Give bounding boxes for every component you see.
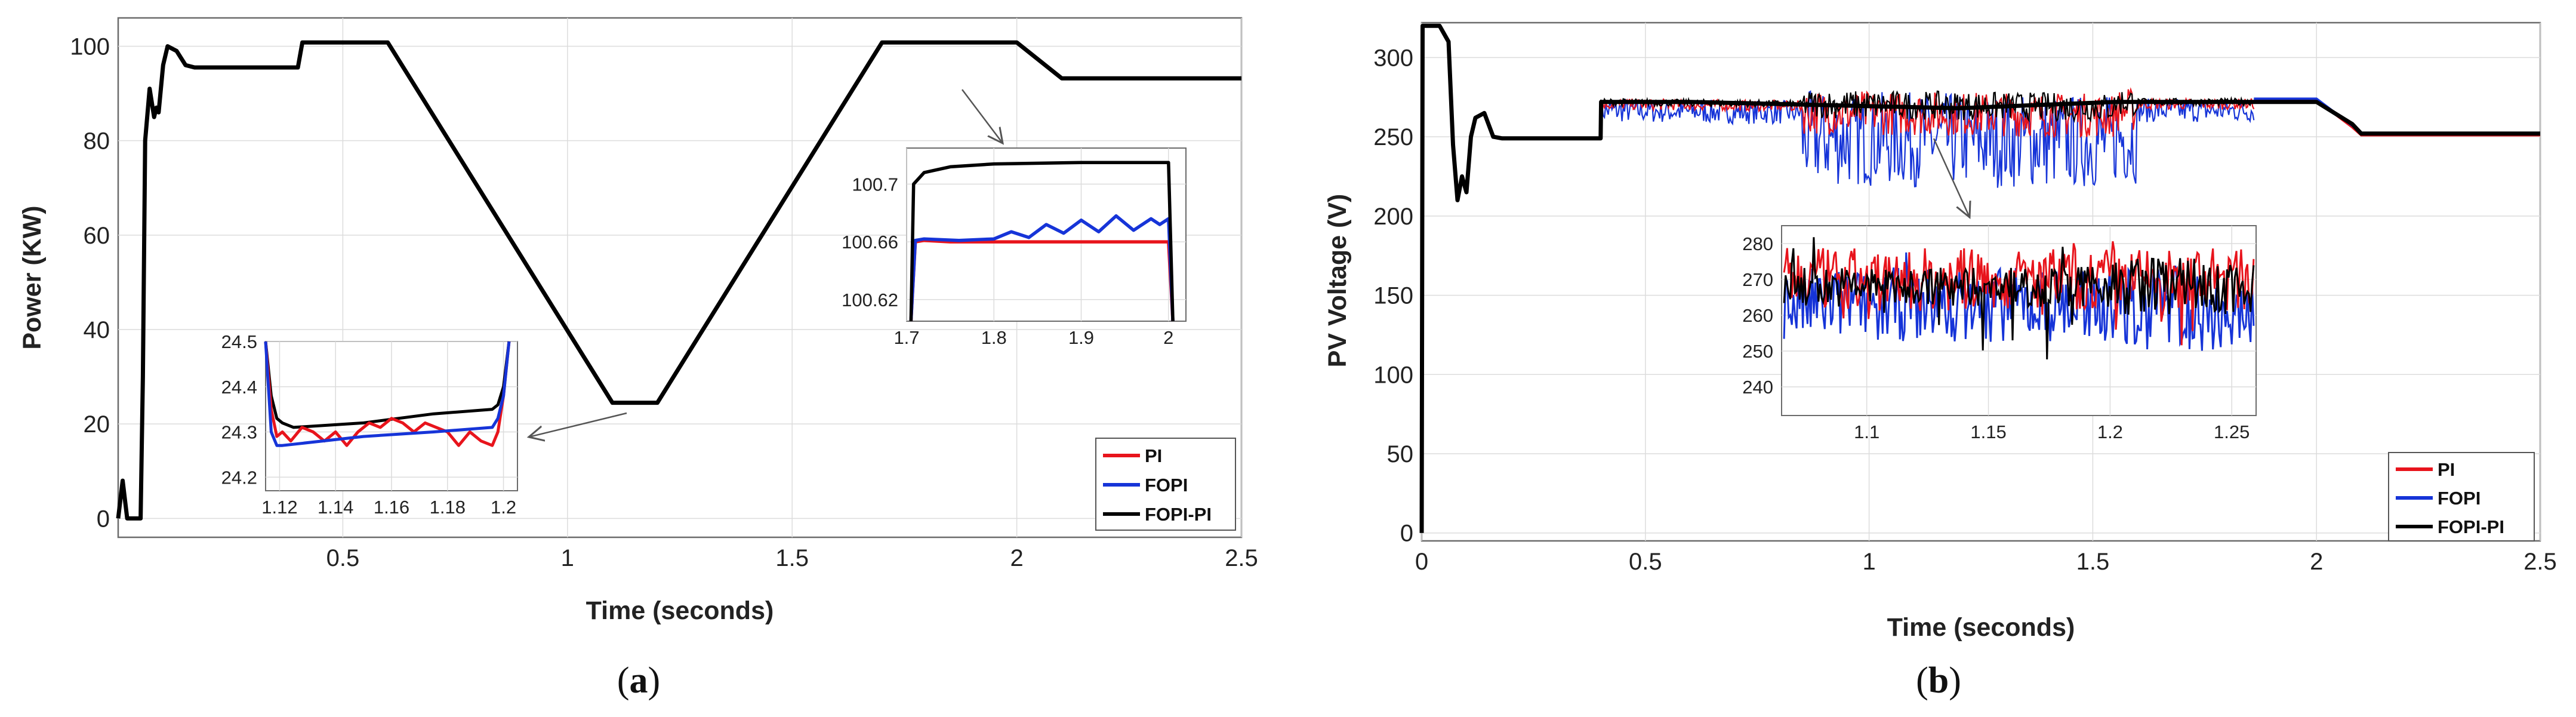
inset-high-line-fopi — [909, 214, 1175, 322]
b-ytick-3: 150 — [1373, 283, 1413, 309]
a-inset-low-xtick-1: 1.14 — [318, 497, 353, 518]
b-xtick-5: 2.5 — [2523, 549, 2557, 575]
b-inset-ytick-4: 280 — [1742, 233, 1773, 254]
inset-low-ticks: 1.12 1.14 1.16 1.18 1.2 24.2 24.3 24.4 24.5 — [221, 331, 516, 518]
inset-low-grid — [266, 341, 517, 491]
legend-a-label-fopi: FOPI — [1145, 475, 1188, 496]
panel-b-legend: PI FOPI FOPI-PI — [2388, 452, 2535, 541]
panel-b-ticks: 0 0.5 1 1.5 2 2.5 0 50 100 150 200 250 300 — [1373, 45, 2557, 575]
a-inset-high-xtick-0: 1.7 — [893, 327, 919, 348]
b-xtick-4: 2 — [2310, 549, 2323, 575]
panel-b-voltage-curve — [1419, 23, 2540, 533]
panel-b-inset: 1.1 1.15 1.2 1.25 240 250 260 270 280 — [1742, 138, 2257, 442]
panel-b-inset-lines — [1783, 237, 2255, 360]
a-inset-high-ytick-2: 100.7 — [852, 174, 898, 195]
a-inset-low-xtick-0: 1.12 — [261, 497, 297, 518]
a-xtick-4: 2.5 — [1225, 545, 1258, 571]
b-xtick-2: 1 — [1862, 549, 1875, 575]
panel-a-ylabel: Power (KW) — [18, 205, 47, 349]
a-ytick-0: 0 — [97, 506, 110, 532]
a-ytick-3: 60 — [84, 223, 110, 249]
a-ytick-2: 40 — [84, 317, 110, 343]
a-inset-high-xtick-2: 1.9 — [1068, 327, 1094, 348]
legend-a-label-fopi-pi: FOPI-PI — [1145, 504, 1212, 525]
legend-b-label-fopi-pi: FOPI-PI — [2438, 516, 2504, 537]
a-inset-low-ytick-2: 24.4 — [221, 377, 257, 398]
inset-high-plot-area — [906, 147, 1187, 322]
a-inset-high-ytick-0: 100.62 — [842, 290, 898, 310]
b-xtick-1: 0.5 — [1629, 549, 1662, 575]
b-xtick-0: 0 — [1415, 549, 1428, 575]
a-inset-low-xtick-2: 1.16 — [374, 497, 409, 518]
panel-b-caption: (b) — [1916, 660, 1961, 701]
b-inset-ytick-0: 240 — [1742, 377, 1773, 398]
b-inset-ytick-3: 270 — [1742, 269, 1773, 290]
a-inset-low-ytick-0: 24.2 — [221, 467, 257, 488]
a-inset-high-ytick-1: 100.66 — [842, 232, 898, 253]
inset-low-line-fopi — [264, 341, 511, 447]
a-inset-low-ytick-3: 24.5 — [221, 331, 257, 352]
b-ytick-5: 250 — [1373, 124, 1413, 150]
inset-high-lines — [909, 161, 1175, 322]
b-ytick-6: 300 — [1373, 45, 1413, 71]
inset-high-arrow — [962, 89, 1003, 143]
inset-low-lines — [264, 341, 511, 447]
a-inset-low-xtick-3: 1.18 — [430, 497, 466, 518]
b-ytick-2: 100 — [1373, 362, 1413, 388]
b-ytick-0: 0 — [1400, 521, 1413, 547]
inset-low-line-fopi-pi — [264, 341, 511, 429]
panel-a-caption: (a) — [617, 660, 660, 701]
a-inset-low-ytick-1: 24.3 — [221, 422, 257, 443]
panel-a-ticks: 0.5 1 1.5 2 2.5 0 20 40 60 80 100 — [70, 33, 1258, 571]
b-inset-xtick-2: 1.2 — [2097, 421, 2123, 442]
b-inset-xtick-0: 1.1 — [1854, 421, 1879, 442]
b-xtick-3: 1.5 — [2076, 549, 2110, 575]
legend-b-label-pi: PI — [2438, 459, 2455, 480]
panel-a-power-curve — [116, 40, 1241, 521]
b-inset-xtick-1: 1.15 — [1970, 421, 2006, 442]
b-inset-xtick-3: 1.25 — [2214, 421, 2250, 442]
b-ytick-4: 200 — [1373, 204, 1413, 230]
inset-low-arrow — [529, 412, 627, 437]
b-inset-ytick-2: 260 — [1742, 305, 1773, 326]
inset-high-line-fopi-pi — [909, 161, 1175, 322]
a-xtick-0: 0.5 — [326, 545, 360, 571]
a-xtick-3: 2 — [1010, 545, 1023, 571]
inset-high-ticks: 1.7 1.8 1.9 2 100.62 100.66 100.7 — [842, 174, 1173, 348]
panel-b-inset-ticks: 1.1 1.15 1.2 1.25 240 250 260 270 280 — [1742, 233, 2250, 442]
panel-b: 0 0.5 1 1.5 2 2.5 0 50 100 150 200 250 300 Time (sec… — [1323, 21, 2557, 701]
legend-b-label-fopi: FOPI — [2438, 488, 2481, 509]
a-inset-high-xtick-1: 1.8 — [981, 327, 1007, 348]
panel-b-xlabel: Time (seconds) — [1887, 613, 2075, 642]
panel-a-legend: PI FOPI FOPI-PI — [1095, 438, 1236, 531]
b-ytick-1: 50 — [1387, 441, 1414, 467]
inset-low-line-pi — [264, 341, 511, 447]
a-ytick-1: 20 — [84, 411, 110, 438]
panel-b-inset-arrow — [1933, 138, 1970, 217]
panel-b-ylabel: PV Voltage (V) — [1323, 194, 1352, 368]
panel-a-inset-high: 1.7 1.8 1.9 2 100.62 100.66 100.7 — [842, 89, 1187, 348]
a-ytick-5: 100 — [70, 33, 110, 60]
a-inset-high-xtick-3: 2 — [1163, 327, 1173, 348]
panel-a-xlabel: Time (seconds) — [586, 596, 774, 625]
a-xtick-2: 1.5 — [775, 545, 809, 571]
inset-b-line-fopi — [1783, 252, 2255, 351]
legend-a-label-pi: PI — [1145, 445, 1162, 466]
panel-a-inset-low: 1.12 1.14 1.16 1.18 1.2 24.2 24.3 24.4 24.5 — [221, 331, 627, 518]
a-inset-low-xtick-4: 1.2 — [491, 497, 516, 518]
b-inset-ytick-1: 250 — [1742, 341, 1773, 362]
panel-a: 0.5 1 1.5 2 2.5 0 20 40 60 80 100 Time (seconds) P… — [18, 17, 1258, 701]
a-ytick-4: 80 — [84, 128, 110, 155]
a-xtick-1: 1 — [561, 545, 574, 571]
inset-b-line-fopi-pi — [1783, 237, 2255, 360]
